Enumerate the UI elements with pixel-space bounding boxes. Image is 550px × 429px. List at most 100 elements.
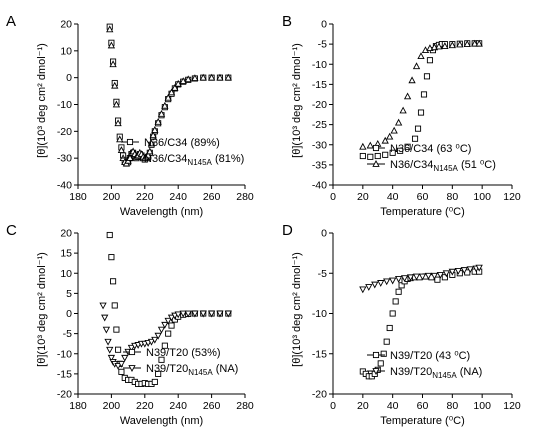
y-tick-label: -40 [57, 180, 72, 192]
y-tick-label: -35 [312, 159, 327, 171]
data-point [164, 93, 172, 101]
legend-marker [128, 348, 136, 356]
data-point [418, 273, 427, 281]
x-tick-label: 220 [136, 191, 154, 203]
legend-entry: N36/C34 (89%) [144, 137, 220, 149]
data-point [466, 266, 474, 274]
data-point [374, 152, 381, 160]
data-point [174, 79, 182, 87]
legend: N36/C34 (89%) N36/C34N145A (81%) [121, 137, 244, 167]
data-point [167, 88, 176, 96]
data-point [127, 344, 136, 352]
data-point [224, 73, 232, 81]
legend: N39/T20 (43 ⁰C) N39/T20N145A (NA) [367, 350, 482, 380]
data-point [110, 278, 117, 285]
data-point [389, 310, 396, 317]
y-tick-label: -10 [312, 59, 327, 71]
data-point [118, 368, 125, 375]
y-tick-label: -30 [57, 153, 72, 165]
data-point [441, 42, 449, 49]
data-point [411, 135, 419, 142]
data-point [157, 109, 166, 117]
x-axis-title: Wavelength (nm) [120, 206, 203, 218]
data-point [147, 139, 156, 147]
y-tick-label: -5 [318, 268, 327, 280]
data-point [106, 25, 114, 33]
data-point [157, 326, 166, 334]
data-point [106, 346, 114, 354]
x-tick-label: 60 [417, 400, 429, 412]
y-tick-label: 0 [66, 308, 72, 320]
data-point [426, 57, 434, 64]
data-point [456, 40, 464, 48]
data-point [394, 276, 403, 283]
data-point [161, 101, 169, 109]
data-point [420, 91, 428, 98]
data-point [106, 231, 113, 239]
x-tick-label: 120 [503, 191, 521, 203]
data-point [359, 152, 366, 160]
x-tick-label: 80 [446, 400, 458, 412]
data-point [179, 77, 187, 85]
y-tick-label: -30 [312, 139, 327, 151]
data-point [412, 273, 421, 281]
y-tick-label: 20 [60, 228, 72, 240]
series-2 [359, 39, 483, 150]
data-point [158, 356, 165, 363]
data-point [168, 322, 175, 329]
y-tick-label: -10 [57, 99, 72, 111]
y-tick-label: -20 [312, 389, 327, 401]
data-point [404, 143, 411, 150]
data-point [381, 136, 389, 144]
data-point [389, 277, 397, 285]
x-tick-label: 240 [169, 191, 187, 203]
x-tick-label: 20 [357, 400, 369, 412]
data-point [154, 117, 162, 125]
data-point [167, 314, 176, 322]
x-tick-label: 120 [503, 400, 521, 412]
data-point [475, 39, 483, 47]
data-point [448, 268, 456, 276]
data-point [161, 321, 169, 329]
data-point [380, 350, 387, 357]
data-point [441, 274, 448, 281]
data-point [184, 310, 192, 318]
data-point [101, 314, 109, 322]
y-tick-label: 0 [321, 19, 327, 31]
data-point [460, 267, 468, 274]
y-tick-label: 0 [321, 228, 327, 240]
data-point [367, 153, 374, 160]
x-tick-label: 180 [69, 191, 87, 203]
data-point [161, 342, 168, 349]
data-point [224, 310, 232, 318]
data-point [151, 336, 159, 344]
data-point [191, 310, 199, 318]
data-point [199, 73, 207, 81]
legend-marker [372, 351, 380, 359]
data-point [414, 125, 422, 132]
legend-marker [128, 365, 136, 372]
data-point [359, 142, 367, 150]
data-point [390, 126, 398, 134]
data-point [448, 41, 456, 49]
data-point [383, 278, 391, 286]
y-tick-label: -10 [312, 308, 327, 320]
data-point [171, 83, 179, 91]
x-tick-label: 200 [103, 400, 121, 412]
data-point [109, 60, 117, 68]
x-tick-label: 220 [136, 400, 154, 412]
data-point [406, 274, 415, 282]
data-point [216, 73, 224, 81]
data-point [179, 310, 187, 318]
data-point [111, 81, 119, 89]
legend-marker [372, 160, 380, 167]
legend-entry: N39/T20 (43 ⁰C) [390, 350, 470, 362]
data-point [207, 310, 216, 318]
y-tick-label: -10 [57, 348, 72, 360]
y-tick-label: -15 [312, 348, 327, 360]
panel-letter: C [6, 222, 17, 239]
data-point [155, 370, 162, 377]
x-tick-label: 80 [446, 191, 458, 203]
data-point [151, 378, 158, 385]
